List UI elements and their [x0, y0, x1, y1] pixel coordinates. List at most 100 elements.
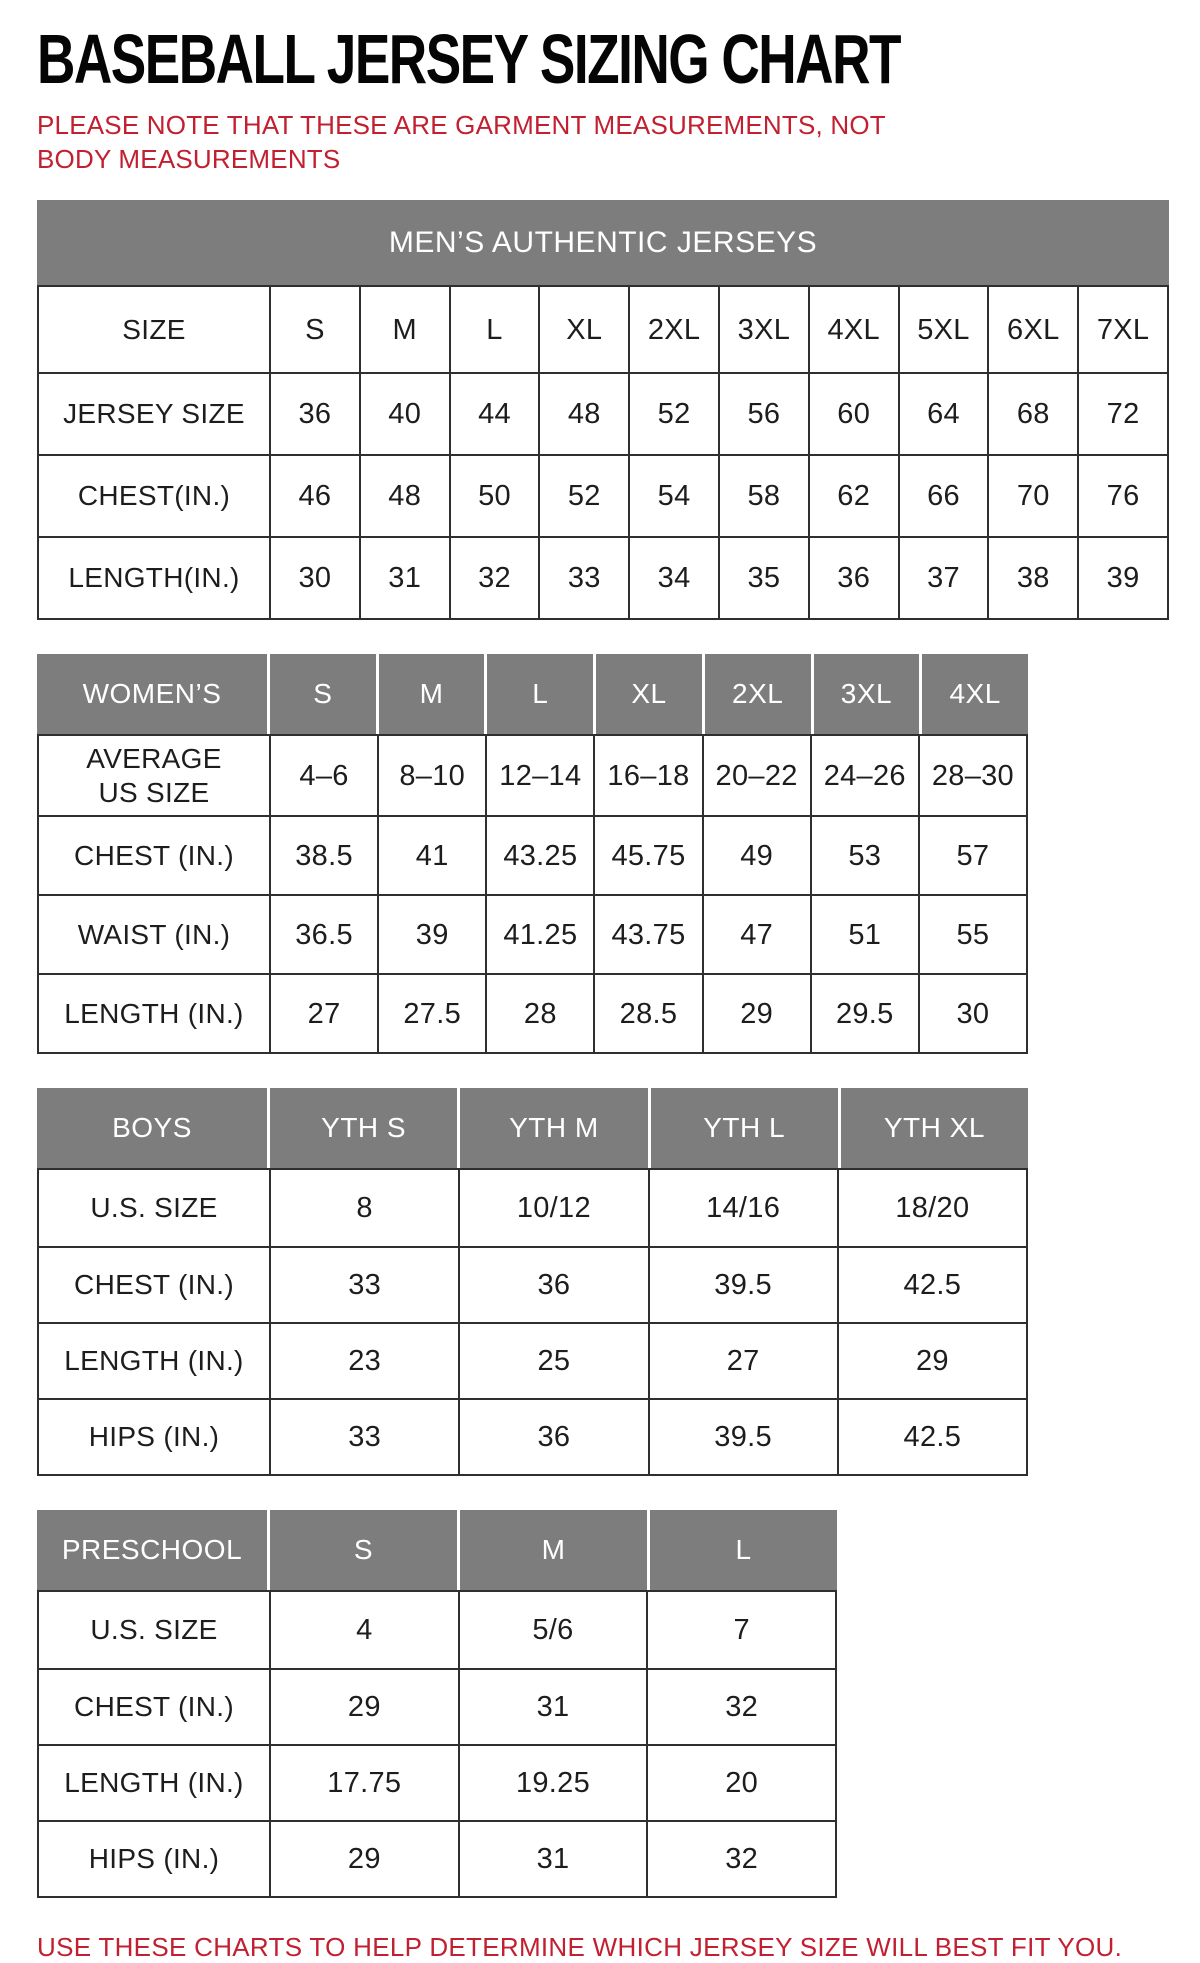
cell-value: 6XL	[987, 287, 1077, 372]
cell-value: 2XL	[628, 287, 718, 372]
cell-value: 58	[718, 454, 808, 536]
cell-value: 32	[448, 536, 539, 618]
cell-value: 38.5	[269, 815, 378, 894]
cell-value: 3XL	[718, 287, 808, 372]
cell-value: 10/12	[458, 1170, 647, 1246]
footer-note: USE THESE CHARTS TO HELP DETERMINE WHICH…	[37, 1932, 1123, 1962]
cell-value: 36	[807, 536, 898, 618]
womens-size-table: WOMEN’S S M L XL 2XL 3XL 4XL AVERAGE US SIZE 4–6…	[37, 654, 1028, 1054]
cell-value: 39.5	[647, 1246, 837, 1322]
womens-header-label: WOMEN’S	[37, 654, 267, 734]
mens-size-table: MEN’S AUTHENTIC JERSEYS SIZE S M L XL 2XL 3XL 4…	[37, 200, 1169, 620]
cell-value: 51	[809, 894, 918, 973]
cell-value: 23	[269, 1322, 459, 1398]
cell-value: 34	[628, 536, 718, 618]
row-label: HIPS (IN.)	[39, 1820, 269, 1896]
cell-value: 4–6	[269, 736, 377, 815]
cell-value: 41	[377, 815, 486, 894]
cell-value: 47	[701, 894, 810, 973]
cell-value: 57	[917, 815, 1026, 894]
cell-value: 37	[897, 536, 988, 618]
cell-value: 50	[448, 454, 539, 536]
cell-value: 32	[646, 1820, 835, 1896]
cell-value: 42.5	[836, 1246, 1026, 1322]
size-column-header: L	[484, 654, 594, 734]
row-label: U.S. SIZE	[90, 1192, 218, 1223]
cell-value: 17.75	[269, 1744, 458, 1820]
preschool-size-table: PRESCHOOL S M L U.S. SIZE 4 5/6 7 CHEST (IN.) 29…	[37, 1510, 837, 1898]
cell-value: 16–18	[593, 736, 701, 815]
cell-value: 38	[987, 536, 1078, 618]
size-column-header: M	[375, 654, 485, 734]
cell-value: 14/16	[647, 1170, 837, 1246]
cell-value: 20	[646, 1744, 835, 1820]
cell-value: 29	[269, 1820, 458, 1896]
cell-value: 55	[917, 894, 1026, 973]
cell-value: 36	[458, 1246, 648, 1322]
cell-value: 40	[358, 372, 449, 454]
cell-value: 52	[538, 454, 629, 536]
row-label: AVERAGE US SIZE	[86, 742, 222, 808]
boys-header-label: BOYS	[37, 1088, 267, 1168]
row-label: LENGTH (IN.)	[39, 1744, 269, 1820]
cell-value: 53	[809, 815, 918, 894]
cell-value: 36	[269, 372, 359, 454]
cell-value: 24–26	[809, 736, 918, 815]
row-label: SIZE	[122, 313, 186, 345]
cell-value: 70	[987, 454, 1078, 536]
cell-value: 68	[987, 372, 1078, 454]
cell-value: 18/20	[836, 1170, 1026, 1246]
cell-value: 76	[1077, 454, 1167, 536]
womens-table-body: AVERAGE US SIZE 4–6 8–10 12–14 16–18 20–22 24–…	[37, 734, 1028, 1054]
cell-value: 29.5	[809, 973, 918, 1052]
row-label: JERSEY SIZE	[39, 372, 269, 454]
cell-value: 27	[647, 1322, 837, 1398]
preschool-table-header: PRESCHOOL S M L	[37, 1510, 837, 1590]
cell-value: 27.5	[377, 973, 486, 1052]
cell-value: 45.75	[593, 815, 702, 894]
cell-value: 72	[1077, 372, 1167, 454]
size-column-header: 2XL	[701, 654, 811, 734]
cell-value: 28.5	[593, 973, 702, 1052]
boys-size-table: BOYS YTH S YTH M YTH L YTH XL U.S. SIZE 8 10/1…	[37, 1088, 1028, 1476]
cell-value: S	[269, 287, 359, 372]
cell-value: 39	[377, 894, 486, 973]
size-column-header: YTH S	[267, 1088, 458, 1168]
cell-value: 43.75	[593, 894, 702, 973]
cell-value: 5/6	[457, 1592, 647, 1668]
cell-value: 30	[269, 536, 359, 618]
cell-value: 30	[917, 973, 1026, 1052]
cell-value: 31	[358, 536, 449, 618]
cell-value: 31	[457, 1668, 647, 1744]
cell-value: 4XL	[807, 287, 898, 372]
row-label: HIPS (IN.)	[39, 1398, 269, 1474]
cell-value: 4	[269, 1592, 458, 1668]
cell-value: 28–30	[917, 736, 1026, 815]
cell-value: 48	[538, 372, 629, 454]
page-title: BASEBALL JERSEY SIZING CHART	[37, 24, 1170, 94]
row-label: LENGTH(IN.)	[39, 536, 269, 618]
size-column-header: YTH M	[457, 1088, 648, 1168]
row-label: CHEST (IN.)	[39, 1668, 269, 1744]
cell-value: 52	[628, 372, 718, 454]
cell-value: 36	[458, 1398, 648, 1474]
cell-value: 12–14	[485, 736, 593, 815]
size-column-header: XL	[593, 654, 702, 734]
row-label: CHEST (IN.)	[39, 815, 269, 894]
cell-value: 29	[701, 973, 810, 1052]
size-column-header: YTH XL	[837, 1088, 1028, 1168]
size-column-header: YTH L	[647, 1088, 838, 1168]
cell-value: M	[358, 287, 449, 372]
cell-value: 41.25	[485, 894, 594, 973]
cell-value: 43.25	[485, 815, 594, 894]
cell-value: 49	[701, 815, 810, 894]
cell-value: 46	[269, 454, 359, 536]
mens-table-body: SIZE S M L XL 2XL 3XL 4XL 5XL 6XL 7XL JERSEY SIZE 36…	[37, 285, 1169, 620]
cell-value: 66	[897, 454, 988, 536]
cell-value: 39.5	[647, 1398, 837, 1474]
size-column-header: 4XL	[919, 654, 1028, 734]
cell-value: 62	[807, 454, 898, 536]
size-column-header: S	[267, 1510, 457, 1590]
cell-value: 19.25	[457, 1744, 647, 1820]
